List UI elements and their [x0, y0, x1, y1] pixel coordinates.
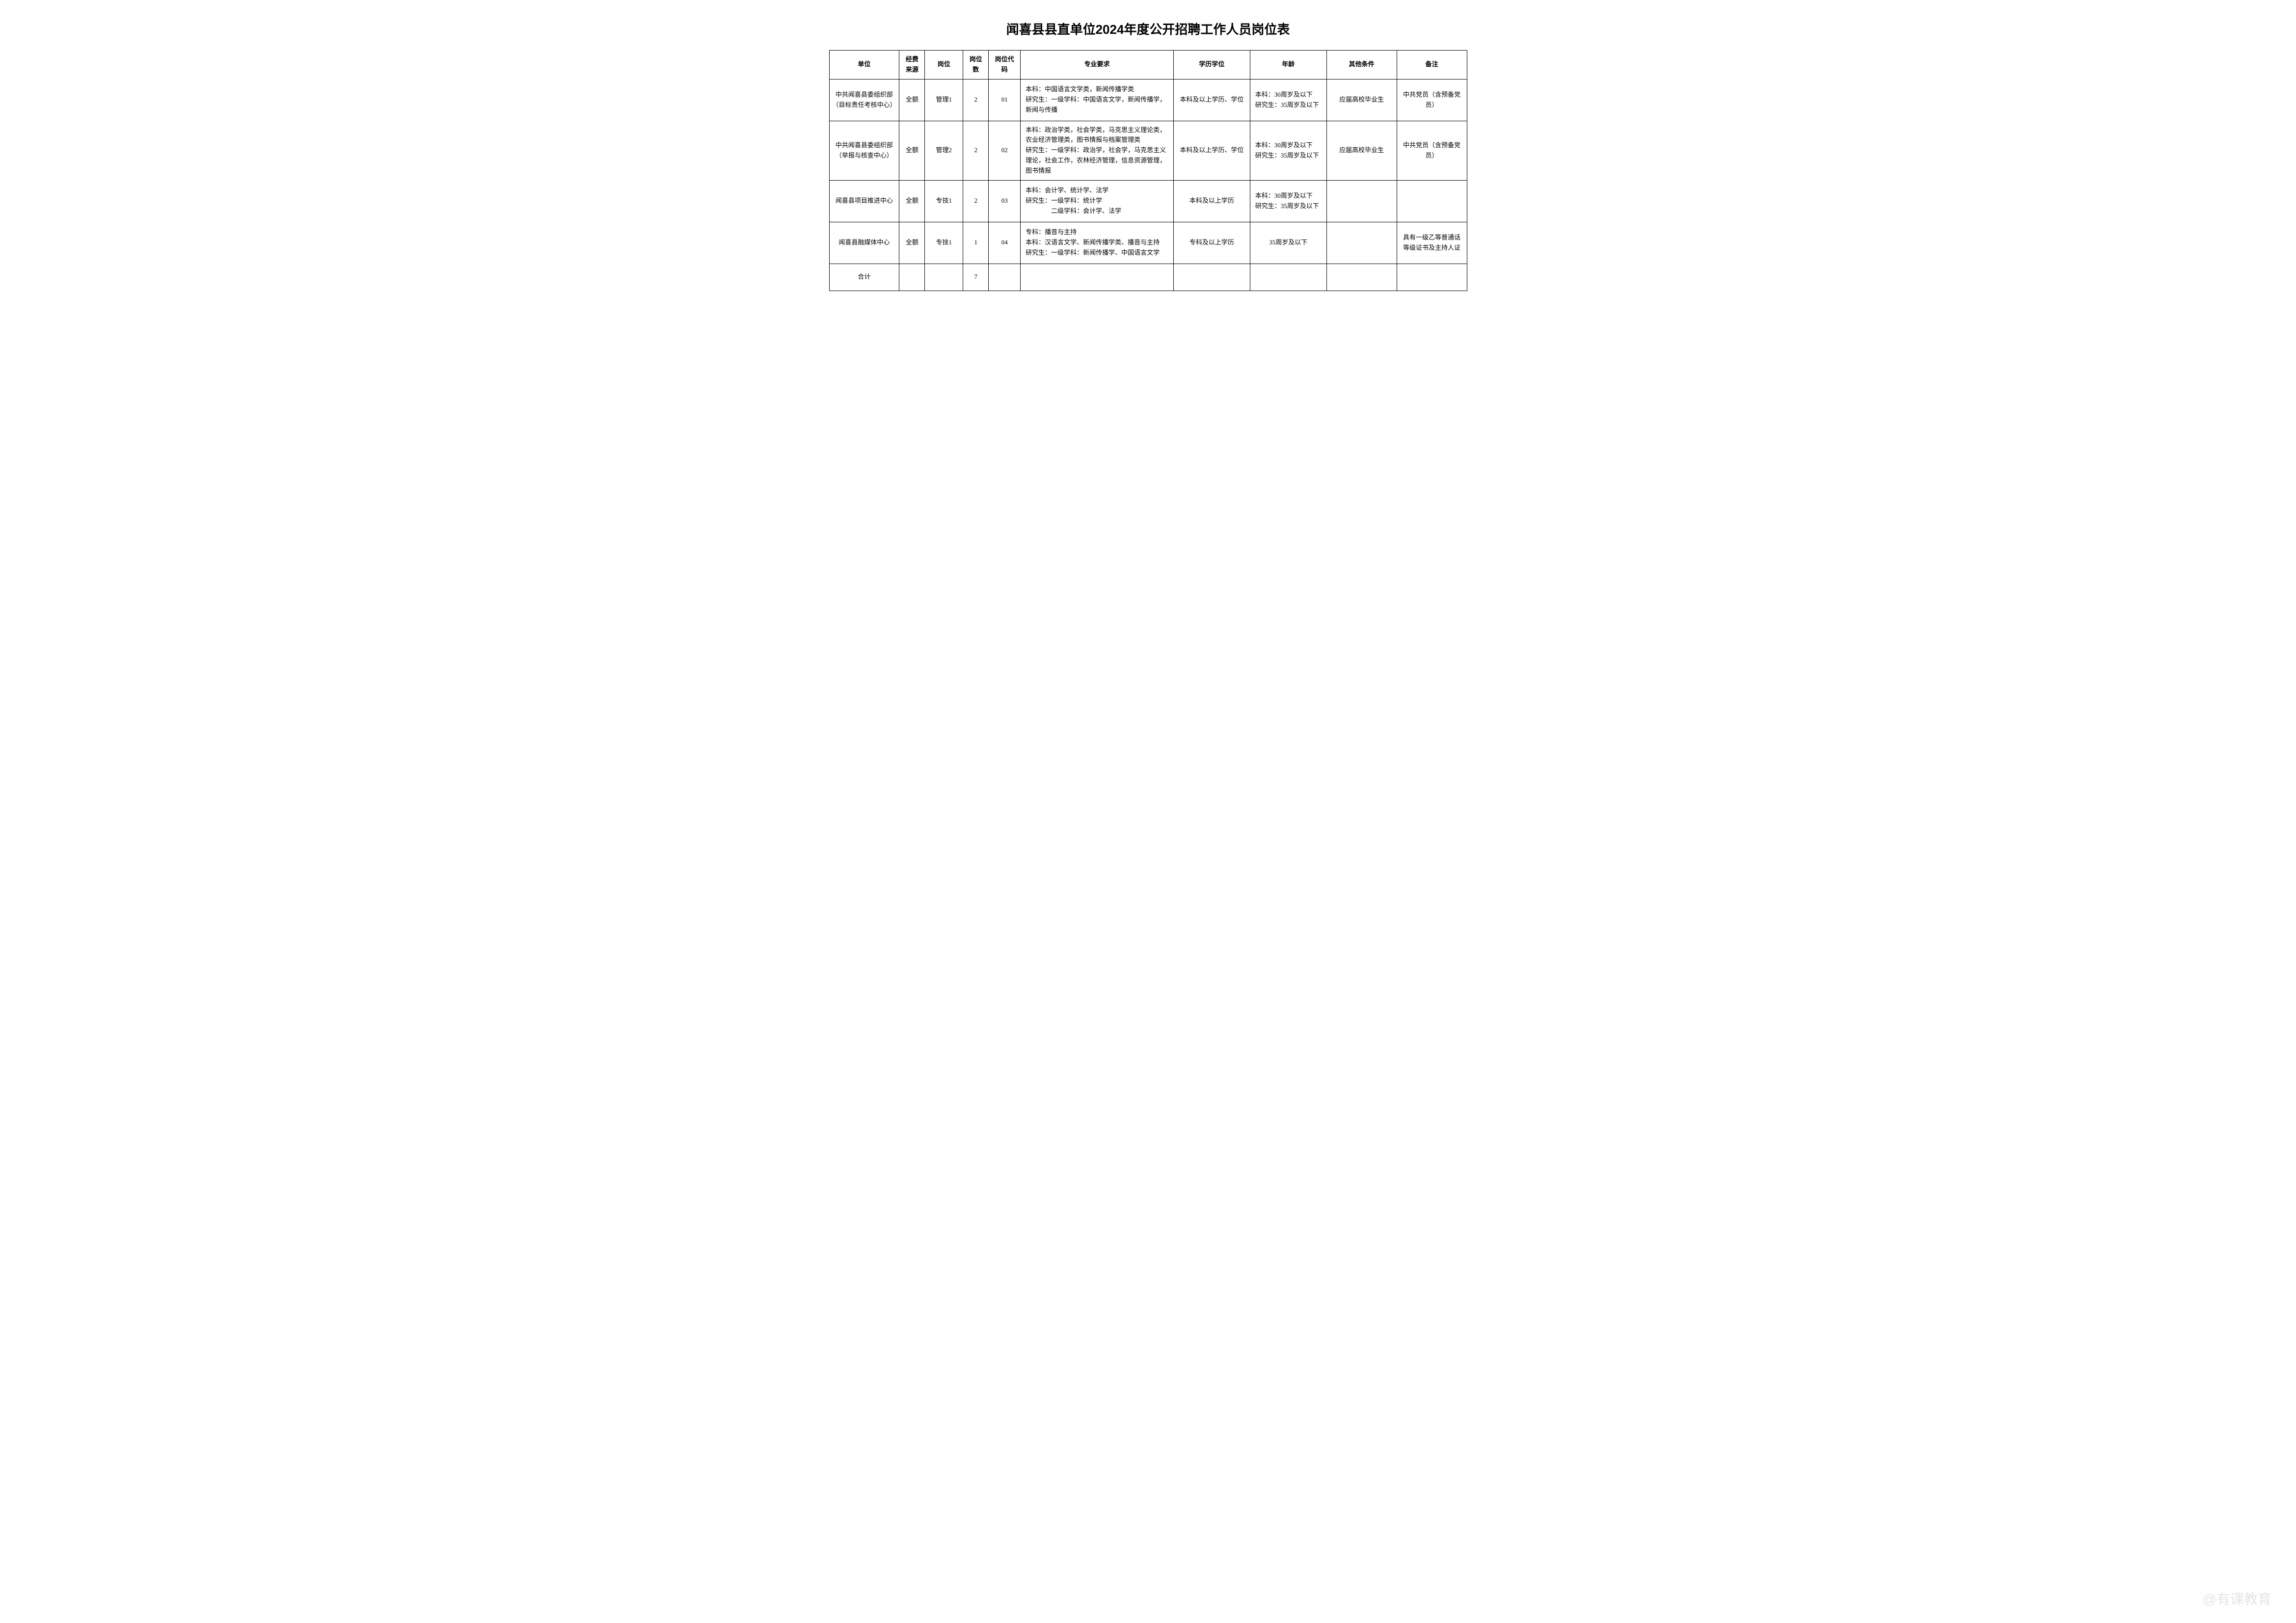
cell-count: 2: [963, 180, 989, 222]
header-unit: 单位: [829, 51, 899, 80]
header-age: 年龄: [1250, 51, 1326, 80]
cell-fund: 全额: [899, 180, 925, 222]
header-code: 岗位代码: [989, 51, 1021, 80]
header-position: 岗位: [925, 51, 963, 80]
cell-age: 35周岁及以下: [1250, 222, 1326, 264]
cell-fund: 全额: [899, 121, 925, 180]
cell-fund: 全额: [899, 222, 925, 264]
cell-note: 中共党员（含预备党员）: [1397, 79, 1467, 121]
cell-empty: [1173, 264, 1250, 291]
cell-fund: 全额: [899, 79, 925, 121]
header-fund: 经费来源: [899, 51, 925, 80]
cell-other: 应届高校毕业生: [1326, 79, 1397, 121]
cell-code: 01: [989, 79, 1021, 121]
header-other: 其他条件: [1326, 51, 1397, 80]
cell-empty: [1021, 264, 1174, 291]
cell-position: 专技1: [925, 222, 963, 264]
header-note: 备注: [1397, 51, 1467, 80]
cell-position: 管理2: [925, 121, 963, 180]
cell-empty: [1326, 264, 1397, 291]
cell-empty: [989, 264, 1021, 291]
cell-empty: [1397, 264, 1467, 291]
cell-note: [1397, 180, 1467, 222]
cell-empty: [925, 264, 963, 291]
cell-major: 本科：政治学类，社会学类，马克思主义理论类，农业经济管理类，图书情报与档案管理类…: [1021, 121, 1174, 180]
cell-count: 2: [963, 121, 989, 180]
watermark-text: @有课教育: [2203, 1589, 2271, 1608]
cell-position: 专技1: [925, 180, 963, 222]
header-count: 岗位数: [963, 51, 989, 80]
cell-education: 本科及以上学历、学位: [1173, 121, 1250, 180]
cell-unit: 闻喜县融媒体中心: [829, 222, 899, 264]
header-major: 专业要求: [1021, 51, 1174, 80]
cell-unit: 闻喜县项目推进中心: [829, 180, 899, 222]
table-row: 闻喜县项目推进中心 全额 专技1 2 03 本科：会计学、统计学、法学研究生：一…: [829, 180, 1467, 222]
cell-empty: [899, 264, 925, 291]
cell-empty: [1250, 264, 1326, 291]
cell-note: 具有一级乙等普通话等级证书及主持人证: [1397, 222, 1467, 264]
cell-major: 本科：中国语言文学类，新闻传播学类研究生：一级学科：中国语言文学，新闻传播学，新…: [1021, 79, 1174, 121]
cell-count: 2: [963, 79, 989, 121]
cell-total-count: 7: [963, 264, 989, 291]
table-row: 中共闻喜县委组织部（目标责任考核中心） 全额 管理1 2 01 本科：中国语言文…: [829, 79, 1467, 121]
page-title: 闻喜县县直单位2024年度公开招聘工作人员岗位表: [829, 20, 1467, 38]
cell-position: 管理1: [925, 79, 963, 121]
cell-education: 专科及以上学历: [1173, 222, 1250, 264]
table-total-row: 合计 7: [829, 264, 1467, 291]
cell-code: 03: [989, 180, 1021, 222]
cell-note: 中共党员（含预备党员）: [1397, 121, 1467, 180]
cell-code: 02: [989, 121, 1021, 180]
cell-major: 专科：播音与主持本科：汉语言文学、新闻传播学类、播音与主持研究生：一级学科：新闻…: [1021, 222, 1174, 264]
table-body: 中共闻喜县委组织部（目标责任考核中心） 全额 管理1 2 01 本科：中国语言文…: [829, 79, 1467, 291]
recruitment-table: 单位 经费来源 岗位 岗位数 岗位代码 专业要求 学历学位 年龄 其他条件 备注…: [829, 50, 1467, 291]
cell-other: 应届高校毕业生: [1326, 121, 1397, 180]
cell-total-label: 合计: [829, 264, 899, 291]
cell-age: 本科：30周岁及以下研究生：35周岁及以下: [1250, 79, 1326, 121]
table-row: 中共闻喜县委组织部（举报与核查中心） 全额 管理2 2 02 本科：政治学类，社…: [829, 121, 1467, 180]
cell-unit: 中共闻喜县委组织部（举报与核查中心）: [829, 121, 899, 180]
cell-age: 本科：30周岁及以下研究生：35周岁及以下: [1250, 180, 1326, 222]
cell-education: 本科及以上学历、学位: [1173, 79, 1250, 121]
table-row: 闻喜县融媒体中心 全额 专技1 1 04 专科：播音与主持本科：汉语言文学、新闻…: [829, 222, 1467, 264]
cell-unit: 中共闻喜县委组织部（目标责任考核中心）: [829, 79, 899, 121]
cell-major: 本科：会计学、统计学、法学研究生：一级学科：统计学 二级学科：会计学、法学: [1021, 180, 1174, 222]
cell-count: 1: [963, 222, 989, 264]
cell-education: 本科及以上学历: [1173, 180, 1250, 222]
table-header-row: 单位 经费来源 岗位 岗位数 岗位代码 专业要求 学历学位 年龄 其他条件 备注: [829, 51, 1467, 80]
cell-other: [1326, 180, 1397, 222]
cell-other: [1326, 222, 1397, 264]
cell-age: 本科：30周岁及以下研究生：35周岁及以下: [1250, 121, 1326, 180]
header-education: 学历学位: [1173, 51, 1250, 80]
cell-code: 04: [989, 222, 1021, 264]
